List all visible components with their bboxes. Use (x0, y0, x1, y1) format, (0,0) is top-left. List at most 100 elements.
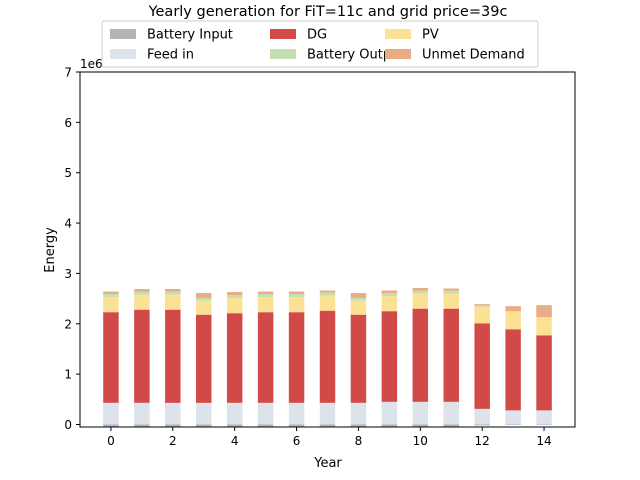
bar-segment (103, 312, 119, 403)
bar-segment (257, 424, 274, 427)
legend-box (101, 20, 539, 68)
bar-segment (319, 292, 336, 296)
bar-segment (505, 306, 521, 312)
bar-segment (536, 317, 552, 318)
bar-segment (319, 290, 336, 293)
x-tick-label: 10 (413, 434, 428, 448)
bar-segment (134, 424, 150, 427)
bar-segment (474, 408, 490, 425)
bar-segment (134, 289, 150, 292)
y-tick-label: 1 (64, 368, 72, 382)
bar-segment (443, 424, 459, 427)
legend-swatch (385, 29, 411, 39)
legend-swatch (270, 29, 296, 39)
x-tick-label: 14 (536, 434, 551, 448)
x-axis-label: Year (313, 456, 342, 471)
bar-segment (319, 310, 336, 403)
bar-segment (165, 402, 181, 425)
bar-segment (443, 401, 459, 425)
bar-segment (412, 293, 429, 309)
bar-segment (505, 329, 521, 411)
bar-segment (412, 290, 429, 294)
legend: Battery Input DG PV Feed in Battery Output Un… (101, 20, 539, 68)
bar-segment (103, 294, 119, 298)
bar-segment (319, 402, 336, 425)
bar-segment (350, 314, 367, 403)
x-tick-label: 2 (169, 434, 177, 448)
x-tick-label: 12 (475, 434, 490, 448)
bar-segment (288, 424, 305, 427)
bar-segment (443, 290, 459, 294)
bar-segment (226, 424, 243, 427)
bar-segment (536, 424, 552, 425)
bar-segment (134, 402, 150, 425)
bar-segment (257, 291, 274, 295)
y-tick-label: 5 (64, 166, 72, 180)
bar-segment (196, 402, 212, 425)
plot-frame (79, 71, 576, 428)
bar-segment (474, 305, 490, 307)
bar-segment (165, 289, 181, 292)
bar-segment (474, 306, 490, 324)
bar-segment (226, 298, 243, 314)
bar-segment (505, 311, 521, 312)
bar-segment (319, 295, 336, 311)
bar-segment (226, 295, 243, 299)
bar-segment (412, 424, 429, 427)
legend-label: Battery Output (307, 48, 404, 63)
legend-swatch (110, 49, 136, 59)
y-offset-label: 1e6 (80, 57, 103, 71)
bar-segment (350, 298, 367, 301)
bar-segment (134, 294, 150, 310)
bar-segment (196, 424, 212, 427)
bar-segment (350, 293, 367, 299)
bar-segment (288, 312, 305, 403)
bar-segment (536, 305, 552, 318)
y-axis: 0 1 2 3 4 5 6 7 (64, 66, 80, 432)
bar-segment (226, 402, 243, 425)
bar-segment (103, 424, 119, 427)
bar-segment (103, 297, 119, 313)
legend-swatch (270, 49, 296, 59)
legend-label: Unmet Demand (422, 48, 525, 63)
bar-segment (257, 402, 274, 425)
x-tick-label: 0 (107, 434, 115, 448)
bar-segment (226, 292, 243, 296)
y-tick-label: 0 (64, 418, 72, 432)
bar-segment (412, 308, 429, 402)
bar-segment (443, 293, 459, 309)
legend-label: Battery Input (147, 28, 233, 43)
bar-segment (257, 312, 274, 403)
bar-segment (381, 293, 398, 297)
legend-label: Feed in (147, 48, 194, 63)
bar-segment (381, 290, 398, 294)
chart-title: Yearly generation for FiT=11c and grid p… (148, 4, 508, 20)
bar-segment (536, 335, 552, 411)
y-tick-label: 6 (64, 116, 72, 130)
bar-segment (381, 401, 398, 425)
bar-segment (443, 308, 459, 402)
bar-segment (474, 323, 490, 409)
y-tick-label: 2 (64, 317, 72, 331)
bar-segment (196, 293, 212, 299)
legend-swatch (110, 29, 136, 39)
bar-segment (505, 424, 521, 425)
legend-swatch (385, 49, 411, 59)
bar-segment (381, 424, 398, 427)
bar-segment (319, 424, 336, 427)
legend-label: DG (307, 28, 327, 43)
x-tick-label: 4 (231, 434, 239, 448)
bar-segment (443, 288, 459, 291)
bar-segment (536, 410, 552, 425)
bar-segment (288, 297, 305, 313)
x-tick-label: 8 (355, 434, 363, 448)
bar-segment (474, 304, 490, 306)
legend-label: PV (422, 28, 439, 43)
bars-layer (103, 288, 552, 427)
bar-segment (165, 309, 181, 403)
bar-segment (536, 317, 552, 336)
x-axis: 0 2 4 6 8 10 12 14 (107, 427, 552, 448)
bar-segment (226, 313, 243, 403)
bar-segment (196, 300, 212, 315)
